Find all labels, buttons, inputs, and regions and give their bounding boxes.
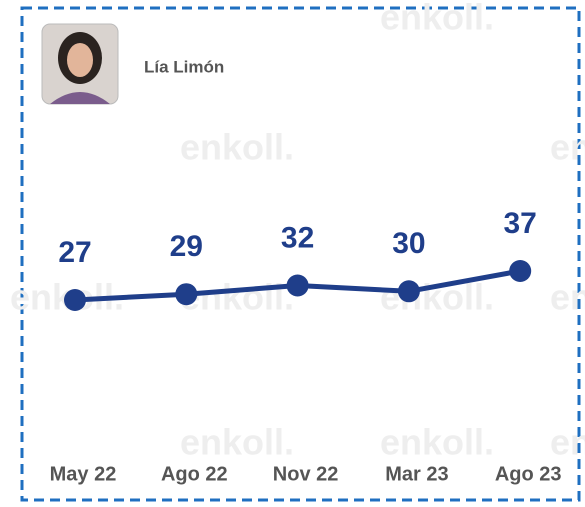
watermark: enkoll. (380, 277, 494, 318)
value-label: 30 (392, 227, 425, 260)
point (175, 283, 197, 305)
x-tick-label: Nov 22 (273, 463, 339, 485)
x-tick-label: Ago 22 (161, 463, 228, 485)
avatar (42, 24, 118, 104)
value-label: 29 (170, 230, 203, 263)
watermark: enkoll. (180, 422, 294, 463)
value-label: 32 (281, 221, 314, 254)
watermark: enkoll. (550, 277, 585, 318)
watermark: enkoll. (180, 127, 294, 168)
point (398, 280, 420, 302)
x-tick-label: Mar 23 (385, 463, 448, 485)
watermark: enkoll. (180, 277, 294, 318)
watermark: enkoll. (550, 127, 585, 168)
value-label: 27 (58, 236, 91, 269)
chart-title: Lía Limón (144, 57, 224, 76)
x-tick-label: May 22 (50, 463, 117, 485)
watermark: enkoll. (380, 0, 494, 38)
chart: Lía Limón enkoll. enkoll. enkoll. enkoll. en… (0, 0, 585, 507)
watermark: enkoll. (550, 422, 585, 463)
point (287, 275, 309, 297)
value-label: 37 (504, 207, 537, 240)
point (509, 260, 531, 282)
x-tick-label: Ago 23 (495, 463, 562, 485)
watermark: enkoll. (380, 422, 494, 463)
point (64, 289, 86, 311)
